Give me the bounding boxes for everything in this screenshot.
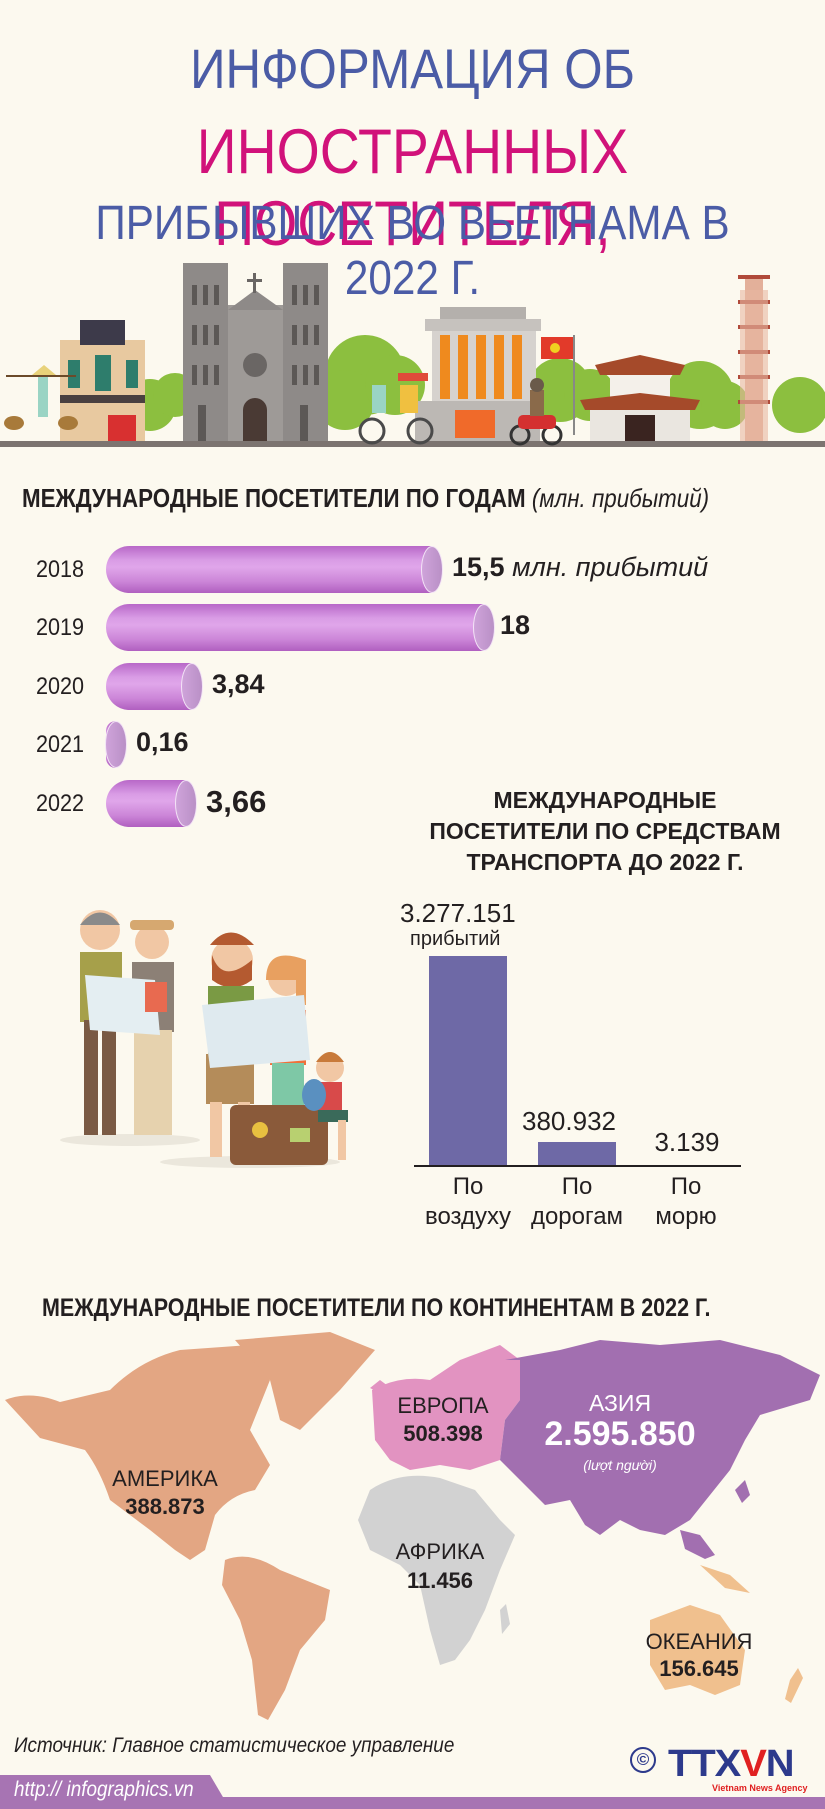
cathedral-icon [183,263,328,441]
motorbike-icon [509,378,563,446]
category-label-road: По дорогам [530,1173,624,1230]
title-line-1: ИНФОРМАЦИЯ ОБ [190,37,635,100]
europe-shape [372,1345,520,1470]
south-america-shape [222,1556,330,1720]
bar-air [429,956,507,1166]
bar-value-label: 0,16 [136,727,189,757]
x-axis-line [414,1165,741,1167]
bar-2018 [106,546,443,593]
colonial-house-icon [60,320,145,441]
bar-2019 [106,604,495,651]
footer-tab [0,1775,230,1809]
continent-name-africa: АФРИКА [395,1539,485,1564]
bar-2020 [106,663,203,710]
transport-value-road: 380.932 [522,1106,616,1136]
transport-section-title: МЕЖДУНАРОДНЫЕ ПОСЕТИТЕЛИ ПО СРЕДСТВАМ ТР… [429,787,781,875]
year-label: 2021 [36,731,85,758]
transport-unit-label: прибытий [410,928,501,950]
ttxvn-logo: TTXVN [668,1743,795,1785]
bar-2022 [106,780,197,827]
bar-2021 [105,721,127,768]
bar-value-label: 3,84 [212,669,265,699]
website-link[interactable]: http:// infographics.vn [14,1778,194,1801]
logo-subtitle: Vietnam News Agency [712,1783,808,1793]
tourists-illustration [60,910,348,1168]
pagoda-icon [738,275,770,441]
north-america-shape [5,1345,270,1560]
title-line-3: ПРИБЫВШИХ ВО ВЬЕТНАМА В 2022 Г. [95,197,730,305]
transport-value-sea: 3.139 [654,1127,720,1157]
year-label: 2020 [36,673,85,700]
category-label-sea: По морю [655,1173,717,1230]
bar-value-label: 18 [500,610,531,640]
greenland-shape [235,1332,375,1430]
continents-section-title: МЕЖДУНАРОДНЫЕ ПОСЕТИТЕЛИ ПО КОНТИНЕНТАМ … [42,1294,711,1322]
continent-name-oceania: ОКЕАНИЯ [645,1629,753,1654]
continent-value-america: 388.873 [125,1494,205,1519]
continent-unit-note: (lượt người) [583,1457,657,1473]
year-label: 2019 [36,614,85,641]
title-line-2: ИНОСТРАННЫХ ПОСЕТИТЕЛЯ, [196,117,629,259]
oceania-shape [650,1605,745,1695]
mausoleum-icon [415,307,541,441]
flag-icon [541,335,575,435]
asia-shape [500,1340,820,1535]
bar-value-label: 3,66 [206,784,267,819]
continent-value-europe: 508.398 [403,1421,483,1446]
street-vendor-icon [4,365,78,430]
world-map [5,1332,820,1720]
continent-value-africa: 11.456 [406,1568,474,1593]
continent-name-asia: АЗИЯ [588,1390,652,1416]
continent-value-asia: 2.595.850 [544,1415,696,1453]
year-label: 2018 [36,556,85,583]
copyright-icon: © [630,1747,656,1773]
source-note: Источник: Главное статистическое управле… [14,1734,455,1757]
africa-shape [358,1475,515,1665]
transport-value-air: 3.277.151 [400,898,516,928]
continent-name-europe: ЕВРОПА [397,1393,489,1418]
year-label: 2022 [36,790,85,817]
hanoi-skyline-illustration [0,263,825,447]
bar-road [538,1142,616,1166]
continent-name-america: АМЕРИКА [112,1466,218,1491]
yearly-section-title: МЕЖДУНАРОДНЫЕ ПОСЕТИТЕЛИ ПО ГОДАМ (млн. … [22,483,710,513]
continent-value-oceania: 156.645 [659,1656,739,1681]
category-label-air: По воздуху [424,1173,512,1230]
temple-gate-icon [580,355,700,441]
bar-value-label: 15,5 млн. прибытий [452,552,709,582]
cyclo-icon [358,373,434,445]
